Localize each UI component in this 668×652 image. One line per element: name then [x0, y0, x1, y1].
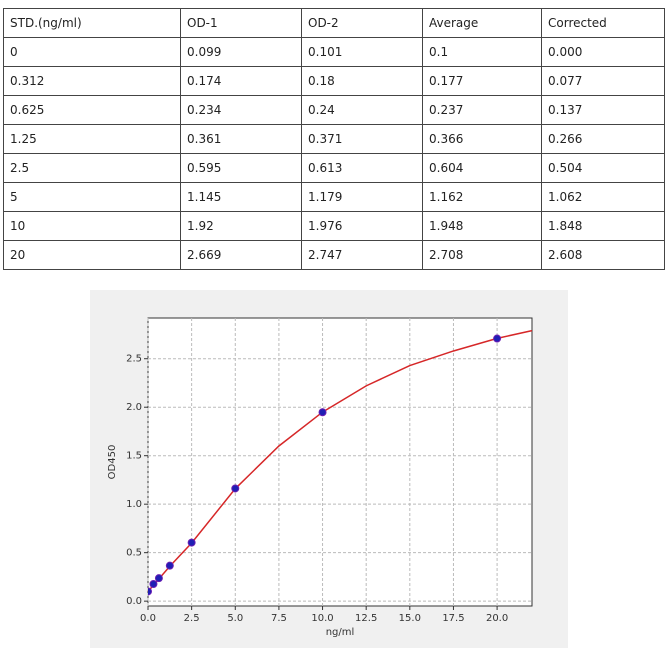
table-cell: 10	[3, 211, 181, 241]
data-point	[154, 574, 163, 583]
data-table: STD.(ng/ml) OD-1 OD-2 Average Corrected 0 0.09…	[3, 8, 665, 270]
x-tick-label: 20.0	[486, 613, 508, 624]
table-cell: 1.162	[422, 182, 542, 212]
table-row: 10 1.92 1.976 1.948 1.848	[3, 211, 665, 241]
y-tick-label: 2.5	[126, 354, 142, 365]
table-cell: 0.101	[301, 37, 423, 67]
table-row: 0 0.099 0.101 0.1 0.000	[3, 37, 665, 67]
x-tick-label: 15.0	[399, 613, 421, 624]
table-cell: 2.669	[180, 240, 302, 270]
table-cell: 0.237	[422, 95, 542, 125]
table-cell: 5	[3, 182, 181, 212]
table-cell: 0.595	[180, 153, 302, 183]
table-cell: 1.848	[541, 211, 665, 241]
table-cell: 2.747	[301, 240, 423, 270]
table-cell: 2.608	[541, 240, 665, 270]
table-cell: 0.312	[3, 66, 181, 96]
header-row: STD.(ng/ml) OD-1 OD-2 Average Corrected	[3, 8, 665, 38]
table-row: 2.5 0.595 0.613 0.604 0.504	[3, 153, 665, 183]
table-cell: 0.371	[301, 124, 423, 154]
table-row: 5 1.145 1.179 1.162 1.062	[3, 182, 665, 212]
table-cell: 0.1	[422, 37, 542, 67]
table-cell: 0.099	[180, 37, 302, 67]
x-tick-label: 12.5	[355, 613, 377, 624]
table-cell: 0.613	[301, 153, 423, 183]
table-cell: 1.062	[541, 182, 665, 212]
table-row: 0.625 0.234 0.24 0.237 0.137	[3, 95, 665, 125]
table-cell: 1.948	[422, 211, 542, 241]
table-cell: 2.708	[422, 240, 542, 270]
table-cell: 20	[3, 240, 181, 270]
table-cell: 1.92	[180, 211, 302, 241]
table-cell: Corrected	[541, 8, 665, 38]
chart: 0.0 2.5 5.0 7.5 10.0 12.5 15.0 17.5 20.0 0.0 0.5 1.…	[90, 290, 568, 648]
table-cell: Average	[422, 8, 542, 38]
plot-area	[147, 317, 533, 607]
data-point	[493, 334, 502, 343]
data-point	[187, 538, 196, 547]
x-tick-label: 17.5	[442, 613, 464, 624]
x-tick-label: 10.0	[311, 613, 333, 624]
table-cell: OD-2	[301, 8, 423, 38]
table-cell: 1.976	[301, 211, 423, 241]
table-cell: 0.174	[180, 66, 302, 96]
x-tick-label: 0.0	[140, 613, 156, 624]
y-tick-label: 1.0	[126, 499, 142, 510]
table-row: 20 2.669 2.747 2.708 2.608	[3, 240, 665, 270]
x-tick-label: 7.5	[271, 613, 287, 624]
table-row: 1.25 0.361 0.371 0.366 0.266	[3, 124, 665, 154]
table-row: 0.312 0.174 0.18 0.177 0.077	[3, 66, 665, 96]
table-cell: 0.137	[541, 95, 665, 125]
table-cell: 0.000	[541, 37, 665, 67]
table-cell: 2.5	[3, 153, 181, 183]
table-cell: 0.24	[301, 95, 423, 125]
y-axis-label: OD450	[107, 445, 118, 480]
table-cell: 1.179	[301, 182, 423, 212]
data-point	[148, 587, 152, 596]
table-cell: 0.077	[541, 66, 665, 96]
table-cell: 0.177	[422, 66, 542, 96]
x-tick-label: 5.0	[227, 613, 243, 624]
table-cell: 1.145	[180, 182, 302, 212]
data-point	[149, 579, 158, 588]
table-cell: STD.(ng/ml)	[3, 8, 181, 38]
table-cell: 0.18	[301, 66, 423, 96]
table-cell: 0	[3, 37, 181, 67]
data-point	[231, 484, 240, 493]
table-cell: 0.361	[180, 124, 302, 154]
table-cell: 1.25	[3, 124, 181, 154]
data-point	[165, 561, 174, 570]
table-cell: 0.234	[180, 95, 302, 125]
table-cell: 0.625	[3, 95, 181, 125]
y-tick-label: 2.0	[126, 402, 142, 413]
x-tick-label: 2.5	[184, 613, 200, 624]
table-cell: OD-1	[180, 8, 302, 38]
x-axis-label: ng/ml	[326, 627, 355, 638]
data-point	[318, 408, 327, 417]
table-cell: 0.504	[541, 153, 665, 183]
table-cell: 0.604	[422, 153, 542, 183]
y-tick-label: 0.5	[126, 548, 142, 559]
table-cell: 0.266	[541, 124, 665, 154]
y-tick-label: 0.0	[126, 596, 142, 607]
table-cell: 0.366	[422, 124, 542, 154]
y-tick-label: 1.5	[126, 451, 142, 462]
